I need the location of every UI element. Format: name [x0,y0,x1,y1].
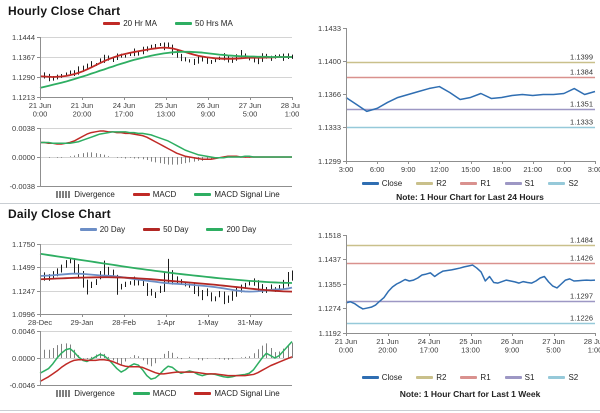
bars-swatch-icon [56,390,72,397]
legend-item-close: Close [361,373,403,382]
h24-legend: Close R2 R1 S1 S2 [300,179,600,188]
legend-item-s2: S2 [548,373,578,382]
line-swatch-icon [416,182,434,185]
hourly-macd-chart [0,121,300,189]
week-legend: Close R2 R1 S1 S2 [300,373,600,382]
hourly-chart-title: Hourly Close Chart [8,4,121,18]
legend-label: 50 Day [163,225,189,234]
legend-label: S1 [524,179,535,188]
legend-label: S2 [568,373,579,382]
legend-label: 20 Day [99,225,126,234]
hourly-price-chart [0,32,300,118]
line-swatch-icon [194,193,212,196]
line-swatch-icon [416,376,434,379]
legend-label: R1 [480,179,491,188]
legend-item-s2: S2 [548,179,578,188]
legend-item-close: Close [361,179,403,188]
line-swatch-icon [143,228,161,231]
legend-item-r2: R2 [416,179,446,188]
legend-item-50-hrs-ma: 50 Hrs MA [175,19,233,28]
line-swatch-icon [206,228,224,231]
legend-item-macd: MACD [132,190,177,199]
week-note: Note: 1 Hour Chart for Last 1 Week [399,389,541,399]
line-swatch-icon [460,376,478,379]
legend-item-macd-signal-line: MACD Signal Line [194,190,280,199]
legend-label: R2 [436,179,447,188]
hourly-ma-legend: 20 Hr MA 50 Hrs MA [0,19,300,28]
legend-label: MACD [152,389,177,398]
line-swatch-icon [175,22,192,25]
legend-item-divergence: Divergence [56,389,115,398]
daily-price-chart [0,239,300,327]
legend-item-divergence: Divergence [56,190,115,199]
line-swatch-icon [79,228,97,231]
legend-label: R1 [480,373,491,382]
legend-item-macd: MACD [132,389,177,398]
legend-label: 20 Hr MA [123,19,157,28]
daily-ma-legend: 20 Day 50 Day 200 Day [0,225,300,234]
legend-item-20-hr-ma: 20 Hr MA [103,19,157,28]
daily-chart-title: Daily Close Chart [8,207,111,221]
legend-item-s1: S1 [504,373,535,382]
line-swatch-icon [103,22,121,25]
line-swatch-icon [504,182,522,185]
legend-item-200-day: 200 Day [206,225,256,234]
line-swatch-icon [132,392,150,395]
legend-label: S1 [524,373,535,382]
hourly-macd-legend: Divergence MACD MACD Signal Line [0,190,300,199]
line-swatch-icon [504,376,522,379]
daily-macd-legend: Divergence MACD MACD Signal Line [0,389,300,398]
legend-label: Divergence [74,190,115,199]
legend-item-r2: R2 [416,373,446,382]
line-swatch-icon [460,182,478,185]
legend-label: MACD [152,190,177,199]
legend-label: MACD Signal Line [214,190,280,199]
legend-label: 200 Day [226,225,257,234]
line-swatch-icon [361,182,379,185]
daily-macd-chart [0,327,300,389]
h24-close-chart [300,18,600,178]
legend-item-s1: S1 [504,179,535,188]
legend-item-20-day: 20 Day [79,225,126,234]
week-close-chart [300,228,600,368]
legend-label: Close [381,373,403,382]
line-swatch-icon [132,193,150,196]
legend-label: Divergence [74,389,115,398]
line-swatch-icon [194,392,212,395]
legend-label: R2 [436,373,447,382]
legend-label: Close [381,179,403,188]
legend-item-r1: R1 [460,179,491,188]
legend-item-macd-signal-line: MACD Signal Line [194,389,280,398]
h24-note: Note: 1 Hour Chart for Last 24 Hours [396,192,544,202]
legend-item-50-day: 50 Day [143,225,188,234]
bars-swatch-icon [56,191,72,198]
legend-label: 50 Hrs MA [195,19,233,28]
line-swatch-icon [548,182,566,185]
legend-label: MACD Signal Line [214,389,280,398]
legend-label: S2 [568,179,579,188]
line-swatch-icon [361,376,379,379]
line-swatch-icon [548,376,566,379]
bottom-divider [0,410,600,411]
mid-divider [0,203,600,204]
legend-item-r1: R1 [460,373,491,382]
